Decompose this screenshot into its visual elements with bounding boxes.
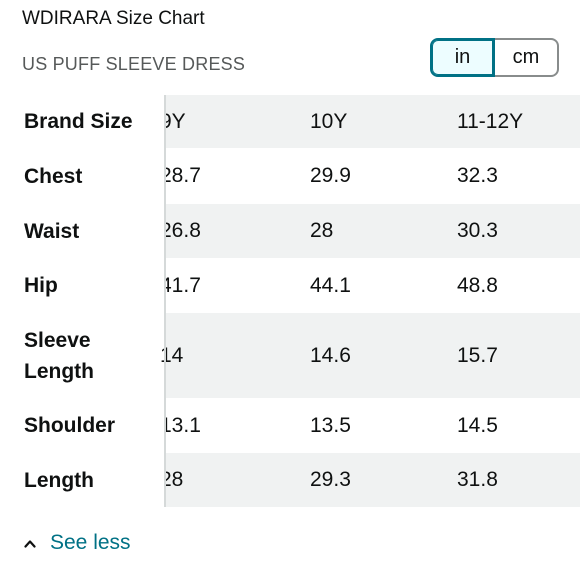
row-label: Brand Size xyxy=(0,95,164,148)
row-label: Waist xyxy=(0,204,164,258)
row-label: Length xyxy=(0,453,164,507)
table-cell: 26.8 xyxy=(160,219,201,242)
unit-toggle: in cm xyxy=(430,38,559,77)
table-row-chest: 28.7 29.9 32.3 Chest xyxy=(0,148,580,204)
table-row-hip: 41.7 44.1 48.8 Hip xyxy=(0,258,580,313)
see-less-link[interactable]: See less xyxy=(24,531,131,555)
chart-subtitle: US PUFF SLEEVE DRESS xyxy=(22,54,246,74)
table-cell: 31.8 xyxy=(457,468,498,491)
chart-title: WDIRARA Size Chart xyxy=(22,8,205,29)
table-row-length: 28 29.3 31.8 Length xyxy=(0,453,580,507)
table-cell: 14.5 xyxy=(457,413,498,437)
table-row-shoulder: 13.1 13.5 14.5 Shoulder xyxy=(0,398,580,453)
table-cell: 14.6 xyxy=(310,343,351,367)
row-label: Sleeve Length xyxy=(0,313,150,398)
table-cell: 44.1 xyxy=(310,273,351,297)
table-cell: 13.1 xyxy=(160,413,201,437)
table-row-waist: 26.8 28 30.3 Waist xyxy=(0,204,580,258)
table-row-brand-size: 9Y 10Y 11-12Y Brand Size xyxy=(0,95,580,148)
table-cell: 13.5 xyxy=(310,413,351,437)
chevron-up-icon xyxy=(24,539,36,548)
table-row-sleeve-length: 14 14.6 15.7 Sleeve Length xyxy=(0,313,580,398)
size-table[interactable]: 9Y 10Y 11-12Y Brand Size 28.7 29.9 32.3 … xyxy=(0,95,580,507)
table-cell: 9Y xyxy=(160,109,186,133)
table-cell: 28.7 xyxy=(160,164,201,187)
table-cell: 29.3 xyxy=(310,468,351,491)
table-cell: 11-12Y xyxy=(457,109,524,133)
table-cell: 10Y xyxy=(310,109,348,133)
see-less-label: See less xyxy=(50,531,131,554)
table-cell: 32.3 xyxy=(457,164,498,187)
table-cell: 48.8 xyxy=(457,273,498,297)
row-label: Shoulder xyxy=(0,398,164,453)
table-cell: 28 xyxy=(310,219,334,242)
unit-cm-button[interactable]: cm xyxy=(495,38,559,77)
table-cell: 29.9 xyxy=(310,164,351,187)
row-label: Hip xyxy=(0,258,164,313)
table-cell: 41.7 xyxy=(160,273,201,297)
table-cell: 15.7 xyxy=(457,343,498,367)
unit-in-button[interactable]: in xyxy=(430,38,495,77)
column-divider xyxy=(164,95,166,507)
row-label: Chest xyxy=(0,148,164,204)
table-cell: 30.3 xyxy=(457,219,498,242)
